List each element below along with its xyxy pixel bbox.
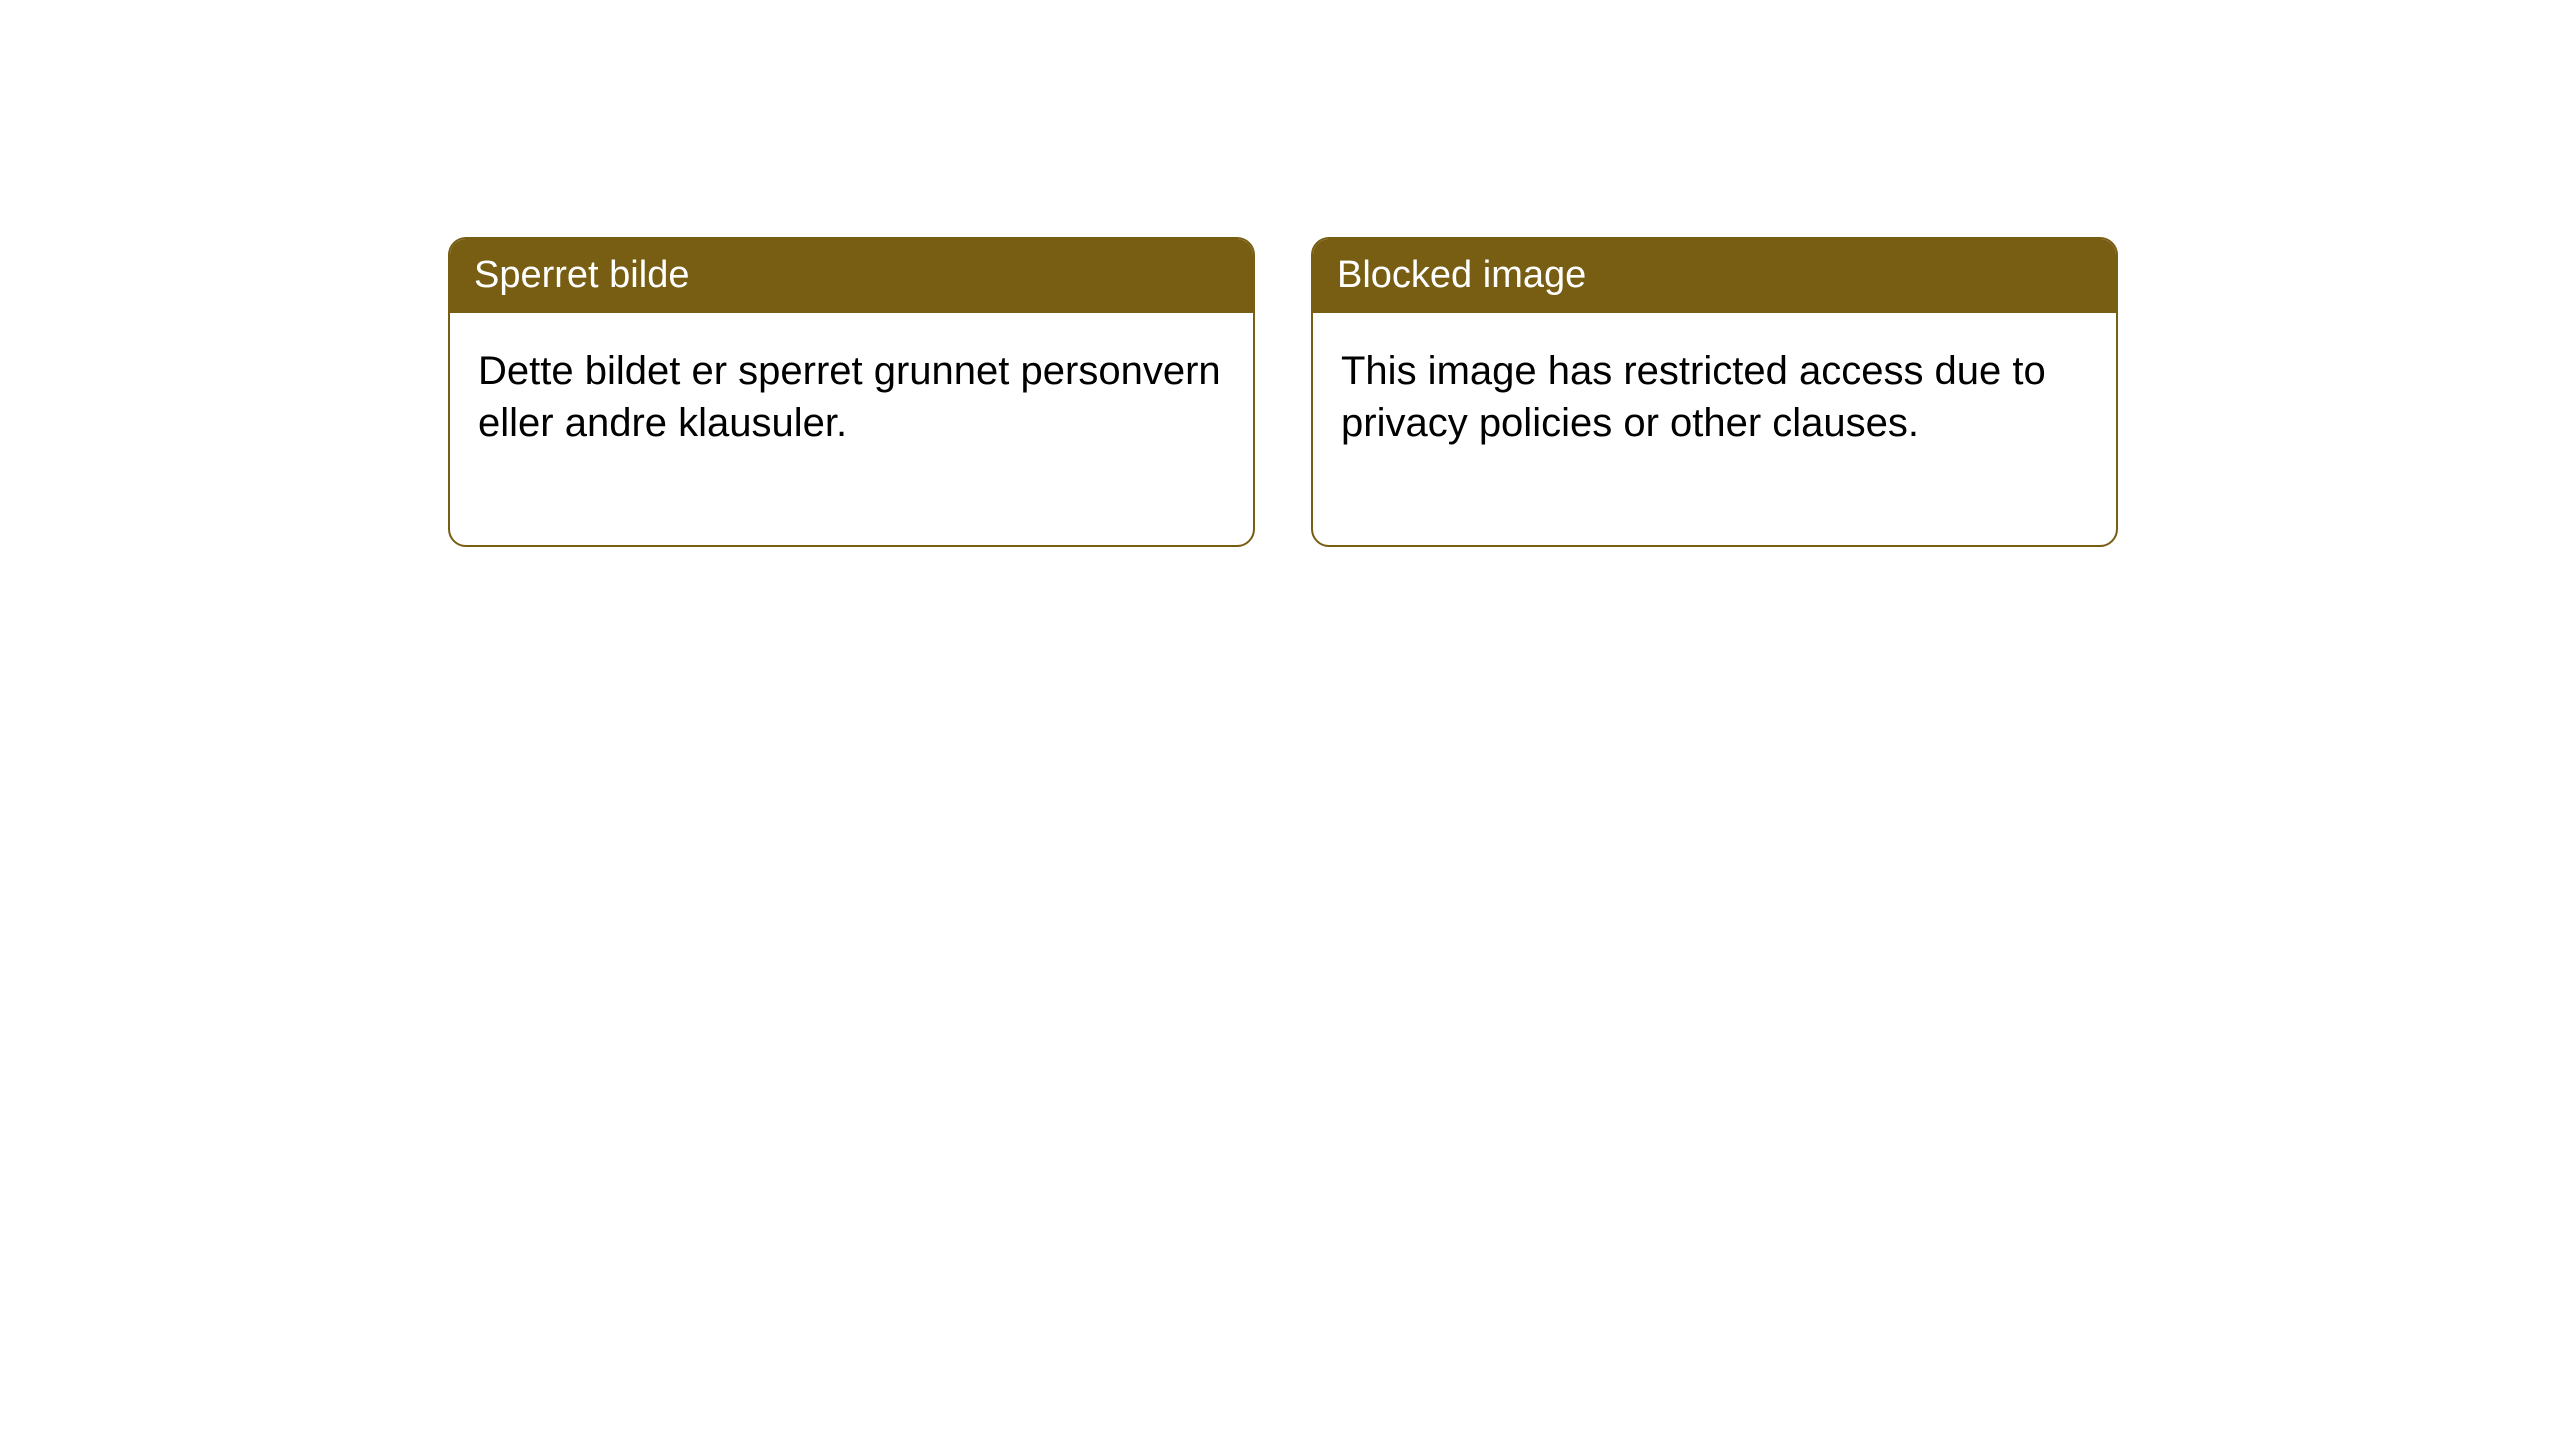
card-body-text: Dette bildet er sperret grunnet personve… xyxy=(478,349,1221,445)
card-title: Sperret bilde xyxy=(474,254,689,296)
cards-container: Sperret bilde Dette bildet er sperret gr… xyxy=(448,237,2118,547)
card-english: Blocked image This image has restricted … xyxy=(1311,237,2118,547)
card-body: Dette bildet er sperret grunnet personve… xyxy=(450,313,1253,545)
card-body: This image has restricted access due to … xyxy=(1313,313,2116,545)
card-norwegian: Sperret bilde Dette bildet er sperret gr… xyxy=(448,237,1255,547)
card-header: Blocked image xyxy=(1313,239,2116,313)
card-title: Blocked image xyxy=(1337,254,1586,296)
card-body-text: This image has restricted access due to … xyxy=(1341,349,2046,445)
card-header: Sperret bilde xyxy=(450,239,1253,313)
